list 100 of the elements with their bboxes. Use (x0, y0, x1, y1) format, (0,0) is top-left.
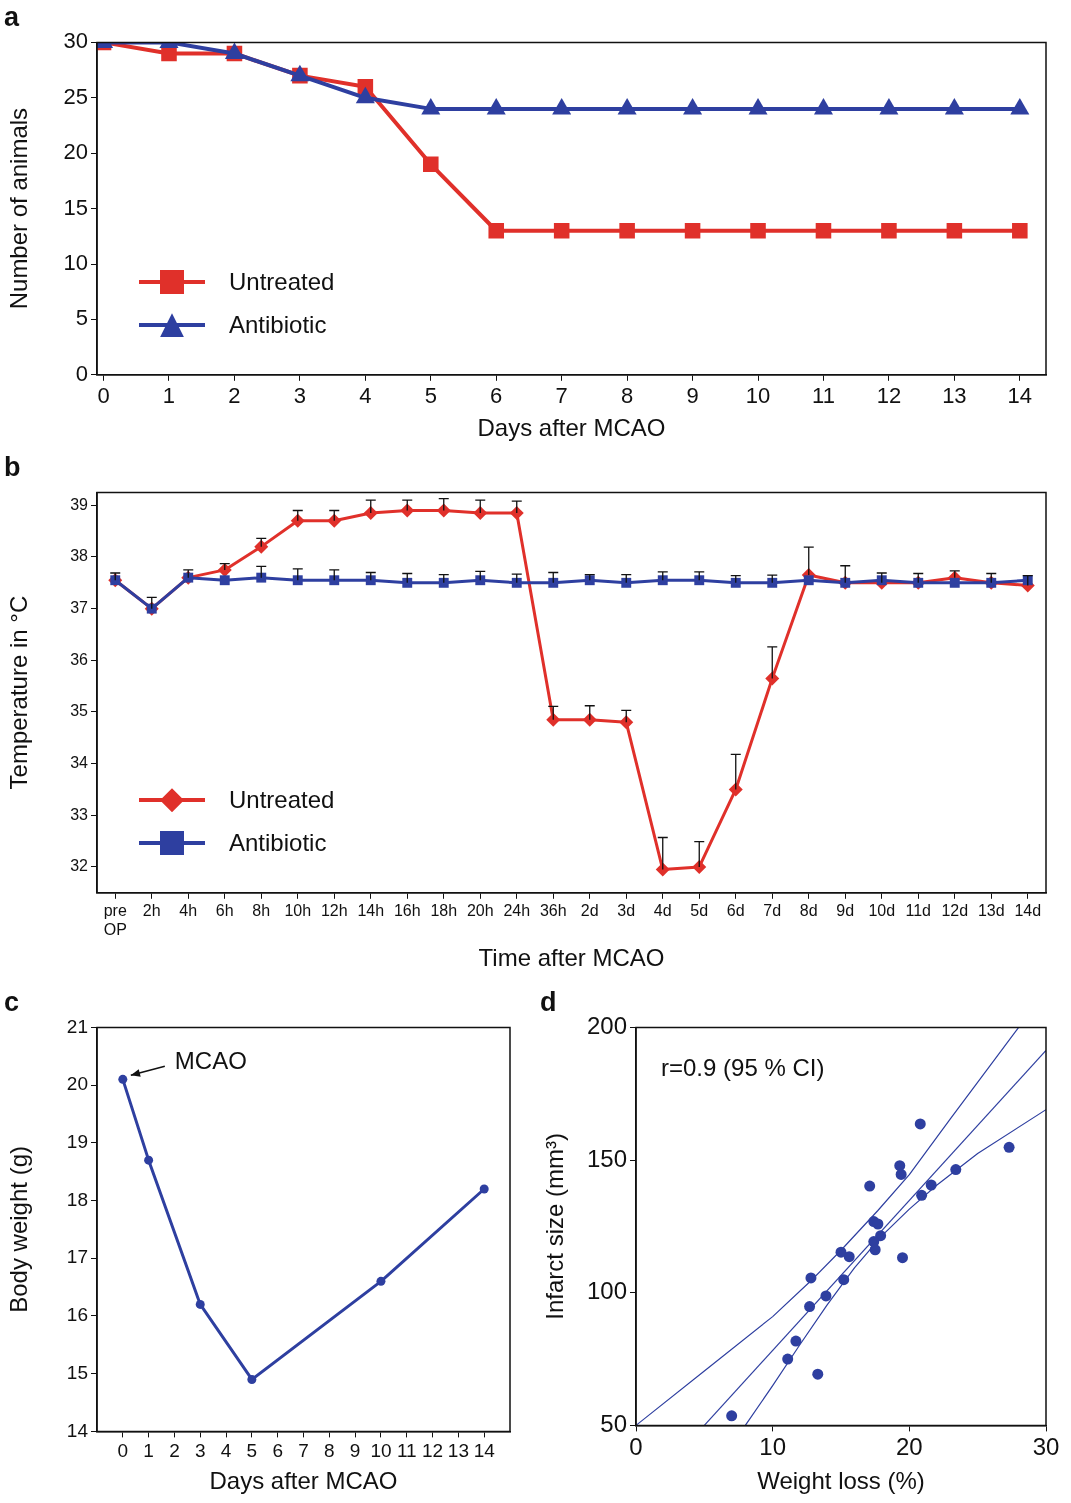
y-tick-label: 35 (70, 702, 89, 720)
point (219, 575, 230, 586)
y-tick-label: 50 (600, 1410, 627, 1438)
y-axis-title: Body weight (g) (5, 1146, 33, 1313)
point (195, 1299, 205, 1309)
x-tick-label: 16h (393, 901, 421, 919)
x-tick-label: 14 (1007, 383, 1033, 409)
point (946, 222, 963, 239)
x-tick-label: 5 (424, 383, 437, 409)
point (619, 715, 634, 730)
x-tick-label: 11 (396, 1440, 417, 1462)
point (290, 513, 305, 528)
point (617, 97, 637, 115)
point (881, 222, 897, 239)
point (657, 575, 668, 586)
legend-label: Untreated (229, 268, 335, 297)
point (790, 1335, 802, 1347)
point (879, 97, 899, 115)
point (765, 671, 780, 686)
x-tick-label: 0 (117, 1440, 129, 1462)
point (365, 575, 376, 586)
x-tick-label: 8 (324, 1440, 335, 1462)
point (553, 222, 570, 239)
y-axis-title: Temperature in °C (5, 595, 33, 790)
point (767, 577, 778, 588)
point (582, 712, 597, 727)
y-tick-label: 15 (66, 1361, 88, 1383)
x-tick-label: 18h (430, 901, 458, 919)
point (438, 577, 449, 588)
x-tick-label: 20 (895, 1433, 923, 1461)
point (355, 86, 375, 104)
x-tick-label: 10 (759, 1433, 787, 1461)
x-tick-label: 7d (763, 901, 782, 919)
x-tick-label: 5d (690, 901, 709, 919)
chart-title: d (540, 986, 557, 1017)
point (872, 1218, 884, 1230)
x-axis-title: Weight loss (%) (757, 1467, 925, 1495)
point (509, 506, 524, 521)
point (402, 577, 413, 588)
y-tick-label: 30 (63, 28, 88, 54)
x-tick-label: 6 (272, 1440, 283, 1462)
x-tick-label: 13 (942, 383, 967, 409)
y-tick-label: 36 (70, 650, 89, 668)
x-axis-title: Time after MCAO (478, 944, 665, 972)
y-axis-title: Infarct size (mm³) (541, 1133, 569, 1320)
point (864, 1180, 876, 1192)
y-tick-label: 20 (66, 1073, 88, 1095)
x-tick-label: 7 (555, 383, 568, 409)
point (118, 1074, 128, 1084)
x-tick-label: 14h (357, 901, 385, 919)
point (479, 1184, 489, 1194)
point (329, 575, 340, 586)
x-tick-label: 4h (179, 901, 198, 919)
x-tick-label: 5 (246, 1440, 258, 1462)
x-tick-label: 20h (466, 901, 494, 919)
point (247, 1374, 257, 1384)
point (292, 575, 303, 586)
y-axis-title: Number of animals (5, 107, 33, 310)
point (815, 222, 832, 239)
x-tick-label: 36h (539, 901, 567, 919)
point (256, 572, 267, 583)
point (895, 1168, 907, 1180)
x-tick-label: 3 (194, 1440, 206, 1462)
x-tick-label: 4d (653, 901, 672, 919)
point (363, 506, 378, 521)
x-tick-label: 6h (215, 901, 234, 919)
point (726, 1410, 738, 1422)
y-tick-label: 37 (70, 599, 89, 617)
y-tick-label: 17 (66, 1246, 88, 1268)
x-tick-label: 6d (726, 901, 745, 919)
x-tick-label: 10h (284, 901, 312, 919)
x-tick-label: 11d (905, 901, 932, 919)
annotation: MCAO (174, 1046, 247, 1074)
x-tick-label: 3d (617, 901, 636, 919)
point (421, 97, 441, 115)
point (546, 712, 561, 727)
x-tick-label: 13 (447, 1440, 469, 1462)
x-tick-label: 8d (799, 901, 818, 919)
y-tick-label: 34 (70, 754, 89, 772)
y-tick-label: 15 (63, 194, 88, 220)
x-tick-label: 2h (142, 901, 161, 919)
y-tick-label: 19 (66, 1131, 88, 1153)
point (683, 97, 703, 115)
x-tick-label: 24h (503, 901, 531, 919)
point (548, 577, 559, 588)
point (473, 506, 488, 521)
legend-label: Antibiotic (229, 311, 327, 340)
x-tick-label: 9d (836, 901, 855, 919)
y-tick-label: 33 (70, 805, 89, 823)
x-tick-label: 10d (868, 901, 896, 919)
x-tick-label: 12d (941, 901, 969, 919)
x-tick-label: 2 (169, 1440, 180, 1462)
annotation: r=0.9 (95 % CI) (661, 1054, 825, 1082)
x-tick-label: 8 (621, 383, 634, 409)
point (812, 1368, 824, 1380)
y-tick-label: 100 (586, 1277, 627, 1305)
point (619, 222, 635, 239)
point (750, 222, 766, 239)
y-tick-label: 16 (66, 1304, 88, 1326)
point (655, 862, 670, 877)
